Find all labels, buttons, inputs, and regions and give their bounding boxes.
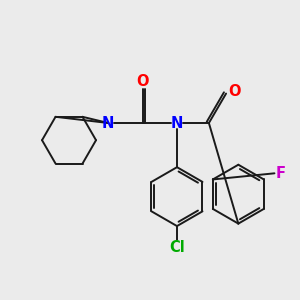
Text: Cl: Cl [169,240,185,255]
Text: O: O [229,84,241,99]
Text: F: F [275,166,285,181]
Text: N: N [171,116,183,130]
Text: O: O [136,74,149,89]
Text: N: N [102,116,115,130]
